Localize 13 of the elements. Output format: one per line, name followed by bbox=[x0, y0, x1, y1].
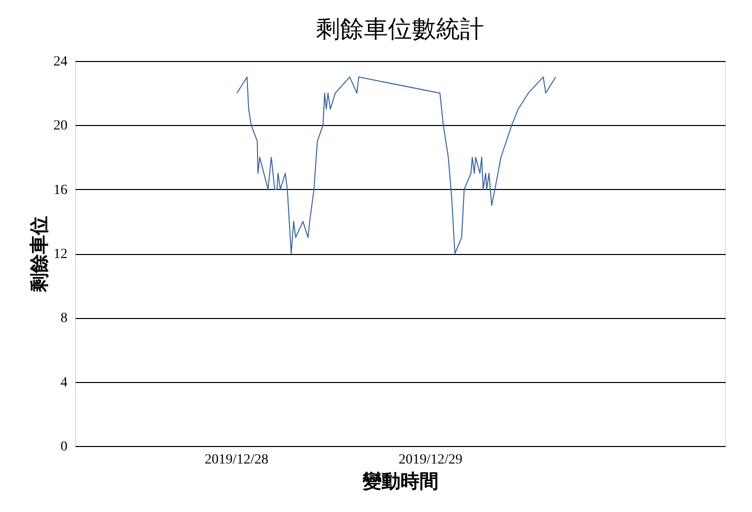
y-tick-label: 12 bbox=[54, 247, 68, 262]
y-tick-label: 8 bbox=[60, 311, 68, 326]
y-tick-label: 20 bbox=[54, 118, 68, 134]
chart-title: 剩餘車位數統計 bbox=[316, 16, 484, 43]
x-tick-label: 2019/12/28 bbox=[204, 452, 268, 468]
y-tick-label: 16 bbox=[54, 182, 68, 198]
y-tick-label: 0 bbox=[60, 440, 68, 454]
y-axis-title: 剩餘車位 bbox=[28, 216, 50, 293]
x-axis-title: 變動時間 bbox=[362, 470, 438, 492]
x-tick-label: 2019/12/29 bbox=[398, 452, 462, 468]
y-tick-label: 24 bbox=[54, 54, 68, 70]
line-series bbox=[236, 76, 556, 254]
y-tick-label: 4 bbox=[60, 375, 68, 390]
